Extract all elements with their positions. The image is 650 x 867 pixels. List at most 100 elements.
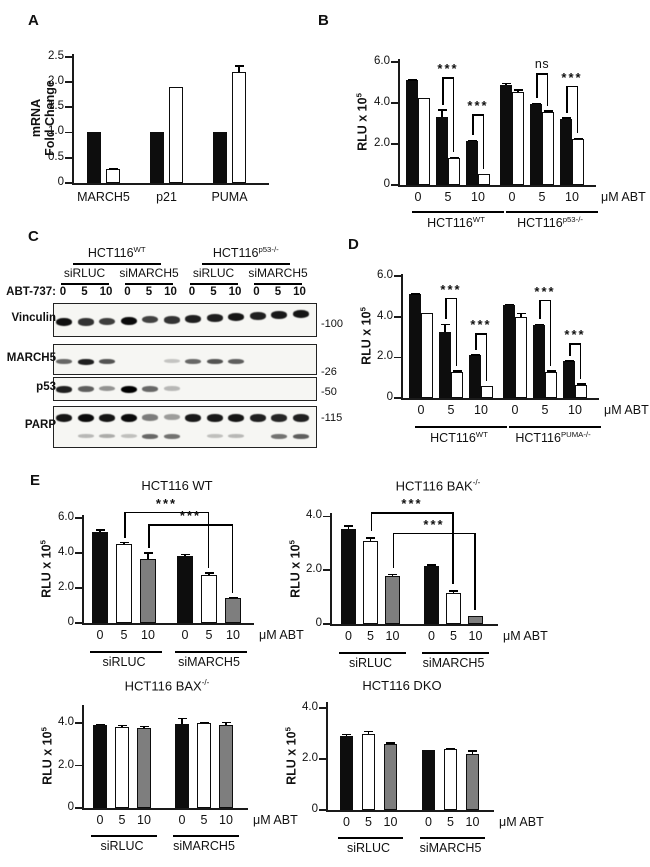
bar-white <box>572 138 584 185</box>
error-bar-cap <box>446 747 455 750</box>
sig-bracket-drop <box>231 524 233 593</box>
error-bar <box>177 717 187 725</box>
group-label: HCT116PUMA-/- <box>515 429 591 446</box>
error-bar <box>576 383 586 385</box>
y-tick-label: 2.0 <box>58 758 74 771</box>
dose-label: 0 <box>417 402 425 417</box>
sig-bracket-drop <box>546 73 548 106</box>
bar-black <box>424 566 439 624</box>
error-bar <box>234 65 244 72</box>
error-bar-line <box>441 109 443 118</box>
y-tick <box>394 356 401 359</box>
error-bar-cap <box>143 552 153 554</box>
error-bar-cap <box>546 370 556 372</box>
error-bar-cap <box>561 117 571 119</box>
sig-bracket-drop <box>148 524 150 549</box>
sig-bracket-drop <box>549 299 551 366</box>
protein-band <box>206 414 223 423</box>
group-underline <box>338 837 403 839</box>
y-tick-label: 2.5 <box>48 49 64 62</box>
dose-unit-label: μM ABT <box>259 628 304 642</box>
dose-label: 0 <box>508 189 516 204</box>
bar-gray <box>384 743 397 810</box>
y-tick <box>65 131 72 134</box>
dose-label: 10 <box>565 189 579 204</box>
error-bar-line <box>471 750 474 754</box>
blot-dose-label: 5 <box>274 286 282 298</box>
error-bar-cap <box>119 541 129 544</box>
blot-dose-label: 0 <box>188 286 196 298</box>
blot-row-label: p53 <box>36 381 56 393</box>
error-bar <box>501 82 511 85</box>
error-bar-line <box>181 717 183 725</box>
dose-label: 0 <box>343 815 350 829</box>
group-underline <box>422 651 489 654</box>
y-tick <box>323 569 330 571</box>
blot-row-label: Vinculin <box>11 312 56 324</box>
error-bar-cap <box>139 725 149 728</box>
dose-label: 0 <box>96 813 104 827</box>
error-bar <box>407 79 417 81</box>
y-tick <box>65 81 72 83</box>
error-bar-cap <box>177 717 187 720</box>
protein-band <box>228 313 244 322</box>
protein-band <box>271 414 287 422</box>
dose-label: 5 <box>541 402 549 417</box>
sig-bracket <box>536 73 548 75</box>
cleaved-band <box>120 434 137 438</box>
error-bar-cap <box>221 721 231 724</box>
error-bar <box>452 370 462 372</box>
error-bar-cap <box>117 724 127 727</box>
error-bar-cap <box>449 590 458 592</box>
bar-black <box>436 117 448 185</box>
error-bar-cap <box>342 733 351 736</box>
protein-band <box>77 359 94 365</box>
sig-bracket <box>148 524 233 526</box>
error-bar-cap <box>388 573 397 576</box>
error-bar-cap <box>504 303 514 306</box>
sig-bracket-drop <box>539 299 541 320</box>
sig-bracket-drop <box>536 73 538 99</box>
plot-area: 0 2.0 4.0 0 5 10 siRLUC 0 5 10 siMARCH5 μM ABT <box>58 704 298 853</box>
blot-dose-label: 0 <box>253 286 260 298</box>
error-bar <box>199 721 209 724</box>
blot-strip-march5 <box>53 344 317 375</box>
blot-dose-label: 5 <box>210 286 217 298</box>
sig-bracket-drop <box>452 512 454 585</box>
error-bar <box>228 596 238 599</box>
y-tick <box>75 622 82 624</box>
protein-band <box>142 316 158 324</box>
bar-black <box>533 324 545 398</box>
dose-label: 10 <box>465 815 480 829</box>
protein-band <box>120 317 137 326</box>
bar-white <box>545 371 557 398</box>
group-label: siRLUC <box>100 839 144 853</box>
sig-bracket-drop <box>452 77 454 153</box>
bar-white <box>512 91 524 185</box>
bar-black <box>87 132 101 183</box>
y-tick-label: 0 <box>315 616 322 629</box>
sig-label: *** <box>470 317 492 333</box>
error-bar <box>504 303 514 306</box>
y-tick-label: 4.0 <box>374 95 390 108</box>
y-tick <box>391 61 398 63</box>
y-tick <box>394 275 401 277</box>
sig-label: *** <box>534 283 556 299</box>
protein-band <box>120 414 137 423</box>
dose-unit-label: μM ABT <box>499 815 544 829</box>
protein-band <box>77 318 94 326</box>
group-label: siRLUC <box>346 841 391 855</box>
protein-band <box>99 318 115 326</box>
sig-label: *** <box>440 281 462 297</box>
bar-white <box>421 312 433 398</box>
bar-white <box>481 385 493 398</box>
y-tick <box>75 807 82 809</box>
protein-band <box>292 414 309 422</box>
bar-white <box>363 540 378 624</box>
bar-black <box>422 750 435 810</box>
sig-bracket-drop <box>124 511 126 538</box>
group-label: HCT116p53-/- <box>517 214 583 231</box>
bar-gray <box>225 597 241 623</box>
y-tick-label: 6.0 <box>377 269 393 282</box>
sig-label: ns <box>534 57 550 72</box>
